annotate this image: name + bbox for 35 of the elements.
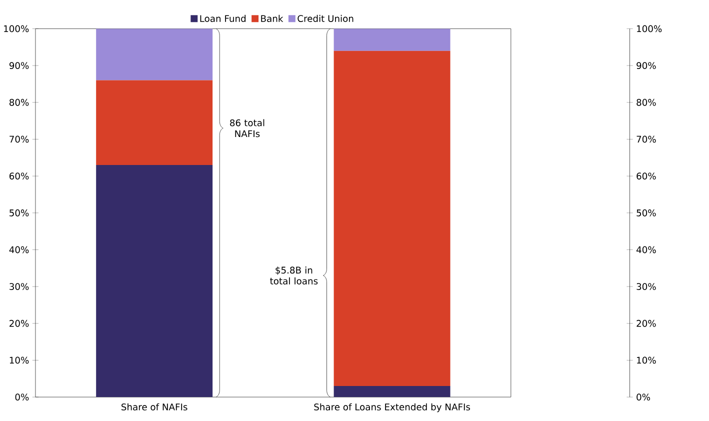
y2-tick-label: 90% [636,62,656,69]
bar [96,164,213,397]
bar [334,386,450,397]
y-tick-label: 20% [10,320,29,327]
legend-label: Credit Union [298,14,354,22]
bar [334,50,450,386]
bar [334,28,450,51]
y2-tick-label: 60% [636,172,656,180]
bar [96,80,213,165]
x-tick-label: Share of NAFIs [122,403,188,410]
y2-tick-label: 40% [636,246,656,253]
y-tick-label: 30% [10,282,29,290]
y-tick-label: 10% [10,356,29,364]
y-tick-label: 100% [4,25,29,32]
y2-tick-label: 100% [637,25,662,32]
legend-label: Loan Fund [200,14,246,22]
y-tick-label: 70% [10,136,29,142]
annotation: 86 total NAFIs [230,118,264,137]
bar [96,28,213,80]
y-tick-label: 50% [10,209,29,216]
y-tick-label: 80% [10,98,29,106]
y-tick-label: 0% [15,393,29,400]
y2-tick-label: 70% [636,136,656,142]
y2-tick-label: 0% [636,393,650,400]
y-tick-label: 40% [9,246,29,253]
x-tick-label: Share of Loans Extended by NAFIs [314,403,470,412]
y2-tick-label: 20% [636,320,656,327]
y2-tick-label: 80% [636,98,656,106]
y-tick-label: 90% [9,62,29,69]
y2-tick-label: 30% [636,282,656,290]
y2-tick-label: 10% [637,356,656,364]
legend-label: Bank [261,14,284,22]
annotation: $5.8B in total loans [270,266,318,284]
y-tick-label: 60% [10,172,29,180]
y2-tick-label: 50% [636,209,656,216]
